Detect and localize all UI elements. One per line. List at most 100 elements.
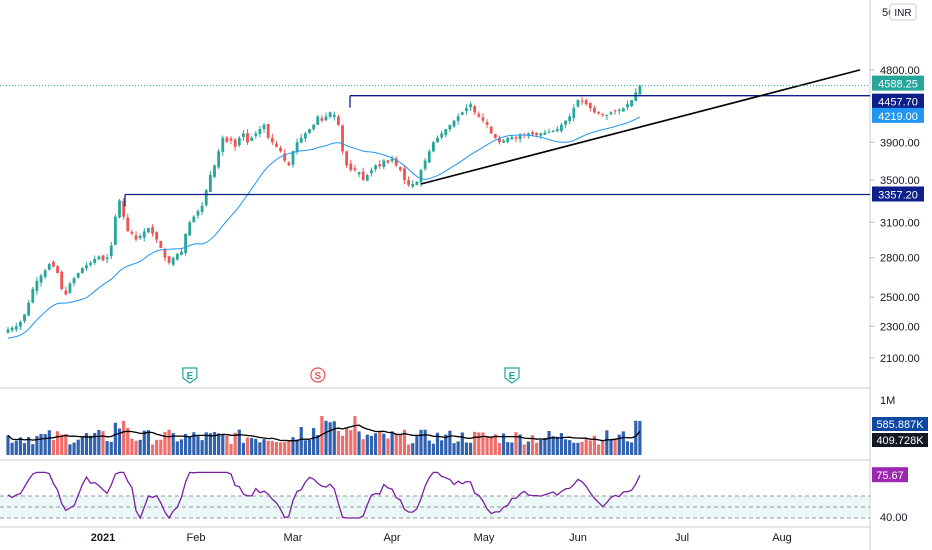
volume-bar	[473, 431, 477, 455]
volume-bar	[138, 439, 142, 455]
volume-bar	[192, 432, 196, 455]
volume-bar	[241, 442, 246, 455]
support-tag-bg	[872, 186, 924, 202]
candle-body	[572, 108, 576, 119]
candle-body	[353, 168, 357, 171]
candle-body	[89, 262, 92, 265]
candle-body	[436, 137, 439, 143]
volume-bar	[506, 442, 510, 455]
candle-body	[308, 129, 311, 134]
candle-body	[481, 117, 485, 121]
volume-bar	[10, 442, 14, 455]
candle-body	[535, 132, 539, 136]
candle-body	[547, 131, 551, 133]
candle-body	[105, 257, 109, 260]
volume-bar	[477, 432, 481, 455]
rsi-tick-label: 40.00	[880, 512, 908, 524]
candle-body	[118, 200, 121, 218]
currency-label: INR	[894, 8, 911, 19]
candle-body	[97, 256, 101, 260]
volume-bar	[559, 433, 564, 455]
candle-body	[415, 181, 419, 186]
volume-bar	[109, 441, 113, 455]
candle-body	[122, 200, 126, 217]
time-axis[interactable]: 2021 Feb Mar Apr May Jun Jul Aug	[91, 532, 792, 544]
candle-body	[200, 205, 204, 212]
volume-bar	[444, 434, 448, 455]
volume-bar	[262, 439, 266, 455]
volume-bar	[217, 433, 221, 455]
volume-bar	[605, 430, 609, 455]
volume-bar	[555, 436, 559, 455]
candle-body	[634, 92, 638, 102]
volume-bar	[576, 442, 580, 455]
candle-body	[560, 124, 563, 132]
rsi-tag-bg	[872, 467, 908, 483]
candle-body	[76, 273, 80, 278]
candle-body	[337, 116, 340, 125]
volume-bar	[93, 432, 97, 455]
volume-bar	[270, 440, 274, 455]
volume-bar	[167, 429, 171, 455]
volume-bar	[320, 415, 324, 455]
volume-bar	[630, 442, 634, 455]
volume-bar	[493, 434, 497, 455]
volume-bar	[113, 422, 117, 455]
candle-body	[444, 129, 448, 136]
volume-bar	[460, 432, 464, 455]
volume-bar	[278, 442, 283, 455]
candle-body	[427, 151, 431, 163]
volume-bar	[283, 442, 287, 455]
volume-bar	[126, 427, 130, 455]
volume-bar	[340, 435, 345, 455]
price-tick-label: 2300.00	[880, 321, 920, 333]
volume-bar	[336, 430, 340, 455]
volume-bar	[163, 432, 167, 455]
candle-body	[630, 100, 634, 107]
candle-body	[56, 266, 59, 274]
currency-badge[interactable]	[889, 3, 917, 21]
volume-bar	[353, 416, 357, 455]
candle-body	[109, 245, 113, 256]
volume-bar	[68, 444, 72, 455]
time-tick-label: Jun	[569, 532, 587, 544]
volume-group[interactable]: 1M 585.887K 409.728K	[6, 395, 928, 455]
volume-bar	[55, 431, 60, 455]
volume-bar	[105, 441, 109, 455]
volume-bar	[208, 433, 212, 455]
candle-body	[316, 116, 320, 125]
candle-body	[452, 120, 456, 127]
candle-body	[328, 112, 332, 117]
volume-bar	[357, 431, 361, 455]
candle-body	[357, 172, 361, 175]
volume-bar	[64, 433, 68, 455]
volume-bar	[22, 443, 27, 455]
volume-bar	[159, 439, 163, 455]
price-tick-label: 2100.00	[880, 353, 920, 365]
candle-body	[518, 135, 522, 139]
volume-bar	[514, 432, 518, 455]
candle-body	[543, 132, 547, 135]
candle-body	[605, 114, 609, 116]
volume-bar	[502, 433, 506, 455]
price-axis[interactable]: 2100.00 2300.00 2500.00 2800.00 3100.00 3500.…	[870, 7, 920, 365]
volume-bar	[89, 435, 93, 455]
earnings-event-marker	[182, 367, 198, 384]
volume-bar	[411, 443, 415, 455]
candle-body	[27, 302, 31, 316]
volume-bar	[229, 443, 233, 455]
volume-bar	[150, 444, 155, 455]
volume-bar	[266, 440, 270, 455]
candle-body	[126, 217, 130, 232]
candle-body	[147, 227, 150, 233]
volume-bar	[183, 433, 188, 455]
resistance-tag-bg	[872, 93, 924, 109]
candle-body	[617, 109, 621, 111]
candle-body	[142, 231, 146, 238]
volume-bar	[254, 438, 258, 455]
event-label: E	[509, 371, 516, 382]
candle-body	[39, 275, 43, 283]
